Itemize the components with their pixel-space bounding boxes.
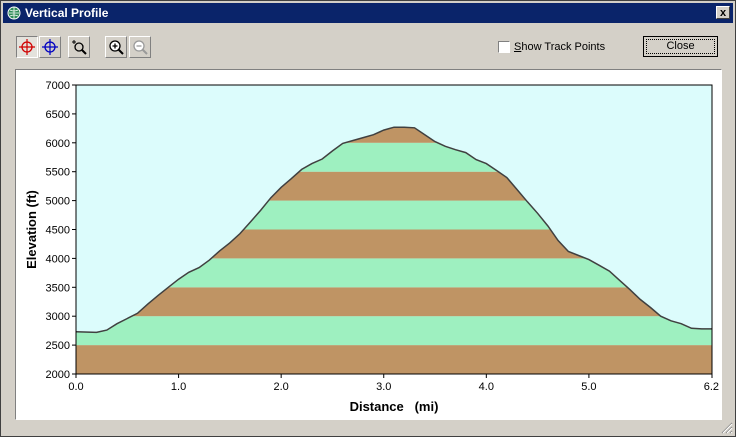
x-tick-label: 5.0 xyxy=(581,381,596,393)
chart-frame: 2000 2500 3000 3500 4000 4500 5000 5500 6000 6500… xyxy=(15,69,722,420)
crosshair-icon xyxy=(42,39,58,55)
track-point-tool-button[interactable] xyxy=(16,36,38,58)
y-axis-label: Elevation (ft) xyxy=(24,190,39,269)
y-tick-label: 5000 xyxy=(46,196,70,208)
y-tick-label: 6500 xyxy=(46,109,70,121)
resize-grip-icon[interactable] xyxy=(721,422,733,434)
close-button[interactable]: Close xyxy=(643,36,718,57)
x-tick-label: 0.0 xyxy=(68,381,83,393)
show-track-points-label[interactable]: Show Track Points xyxy=(514,41,606,53)
zoom-box-tool-button[interactable] xyxy=(68,36,90,58)
elevation-band xyxy=(76,316,712,346)
elevation-profile-line xyxy=(75,126,712,334)
y-tick-label: 6000 xyxy=(46,138,70,150)
x-tick-label: 2.0 xyxy=(274,381,289,393)
crosshair-tool-button[interactable] xyxy=(39,36,61,58)
zoom-in-button[interactable] xyxy=(105,36,127,58)
title-bar[interactable]: Vertical Profile x xyxy=(3,3,733,23)
globe-icon xyxy=(7,6,21,20)
y-tick-label: 4000 xyxy=(46,253,70,265)
window-title: Vertical Profile xyxy=(25,6,109,20)
window-close-button[interactable]: x xyxy=(716,6,730,19)
x-tick-label: 1.0 xyxy=(171,381,186,393)
y-tick-label: 5500 xyxy=(46,167,70,179)
y-tick-label: 4500 xyxy=(46,225,70,237)
elevation-band xyxy=(76,345,712,374)
y-tick-label: 3500 xyxy=(46,282,70,294)
y-tick-label: 2000 xyxy=(46,369,70,381)
zoom-out-icon xyxy=(133,40,148,55)
x-axis-label: Distance (mi) xyxy=(350,399,439,414)
elevation-band xyxy=(76,287,712,317)
elevation-profile-chart[interactable]: 2000 2500 3000 3500 4000 4500 5000 5500 6000 6500… xyxy=(16,70,721,419)
zoom-box-icon xyxy=(72,40,87,55)
zoom-in-icon xyxy=(109,40,124,55)
y-tick-label: 2500 xyxy=(46,340,70,352)
y-tick-label: 3000 xyxy=(46,311,70,323)
track-point-crosshair-icon xyxy=(19,39,35,55)
y-tick-label: 7000 xyxy=(46,80,70,92)
zoom-out-button[interactable] xyxy=(129,36,151,58)
x-tick-label: 6.2 xyxy=(704,381,719,393)
x-tick-label: 3.0 xyxy=(376,381,391,393)
x-tick-label: 4.0 xyxy=(479,381,494,393)
show-track-points-checkbox[interactable] xyxy=(498,41,510,53)
